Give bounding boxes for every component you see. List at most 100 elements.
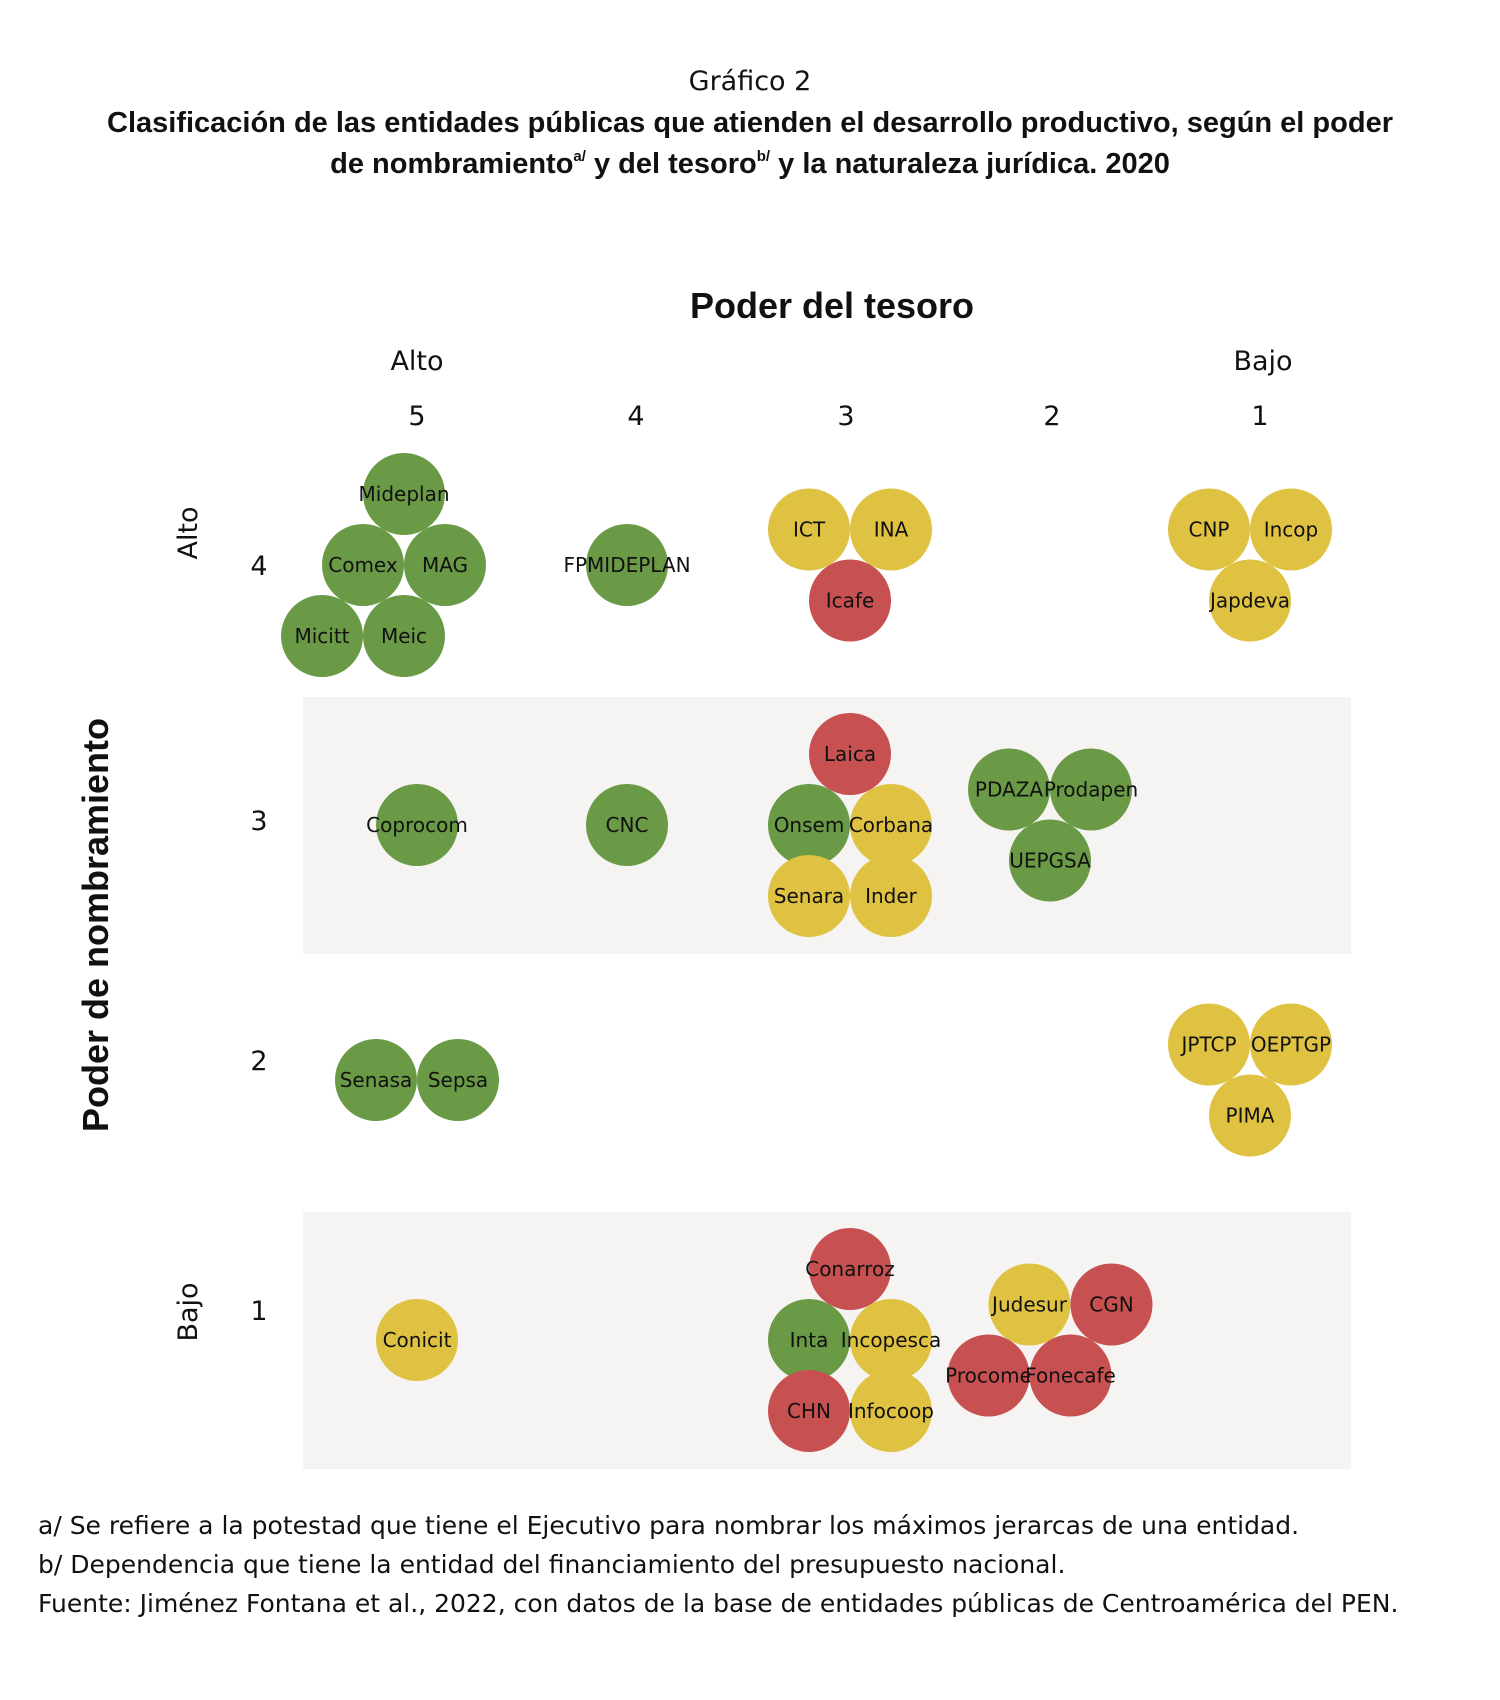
bubble-circle	[417, 1039, 499, 1121]
bubble-circle	[335, 1039, 417, 1121]
bubble-circle	[850, 1299, 932, 1381]
bubble-label: Japdeva	[1208, 589, 1290, 613]
bubble-circle	[1070, 1263, 1153, 1346]
bubble-label: JPTCP	[1179, 1032, 1236, 1056]
bubble-label: MAG	[422, 553, 468, 577]
y-tick-label: 3	[250, 806, 267, 837]
y-axis-low-label: Bajo	[173, 1282, 204, 1341]
bubble-circle	[363, 452, 445, 535]
bubble-jptcp: JPTCP	[1168, 1003, 1250, 1086]
bubble-conarroz: Conarroz	[805, 1227, 895, 1310]
y-axis-high-label: Alto	[173, 506, 204, 559]
bubble-circle	[768, 1299, 850, 1381]
bubble-label: Senara	[774, 884, 844, 908]
bubble-label: Conicit	[383, 1328, 452, 1352]
bubble-circle	[1168, 1003, 1250, 1086]
bubble-label: Icafe	[826, 589, 875, 613]
bubble-circle	[768, 784, 850, 866]
source-note: Fuente: Jiménez Fontana et al., 2022, co…	[38, 1589, 1399, 1618]
chart-title-prefix: Gráfico 2	[689, 66, 812, 97]
bubble-label: Judesur	[990, 1292, 1068, 1316]
bubble-pima: PIMA	[1209, 1074, 1291, 1157]
bubble-label: ICT	[793, 517, 826, 541]
bubble-fonecafe: Fonecafe	[1025, 1334, 1116, 1417]
bubble-circle	[850, 488, 932, 571]
bubble-circle	[1209, 1074, 1291, 1157]
chart-notes: a/ Se refiere a la potestad que tiene el…	[38, 1506, 1478, 1623]
bubble-circle	[850, 784, 932, 866]
bubble-circle	[376, 784, 458, 866]
bubble-label: Meic	[381, 624, 427, 648]
bubble-label: Sepsa	[428, 1068, 488, 1092]
chart-title-sup-b: b/	[757, 148, 771, 165]
bubble-label: Onsem	[774, 813, 845, 837]
bubble-circle	[322, 524, 404, 606]
x-axis-ticks: 5 4 3 2 1	[408, 401, 1268, 432]
y-tick-label: 2	[250, 1046, 267, 1077]
bubble-incopesca: Incopesca	[841, 1299, 941, 1381]
x-tick-label: 2	[1043, 401, 1060, 432]
bubble-laica: Laica	[809, 712, 891, 795]
bubble-cgn: CGN	[1070, 1263, 1153, 1346]
x-tick-label: 1	[1251, 401, 1268, 432]
bubble-layer: Mideplan Comex MAG Micitt Meic FPMIDEPLAN ICT I…	[281, 452, 1332, 1453]
bubble-coprocom: Coprocom	[366, 784, 468, 866]
bubble-label: Conarroz	[805, 1257, 895, 1281]
bubble-conicit: Conicit	[376, 1299, 458, 1381]
chart-title-line2-b: y del tesoro	[586, 148, 757, 180]
bubble-icafe: Icafe	[809, 559, 891, 642]
bubble-fpmideplan: FPMIDEPLAN	[563, 524, 691, 606]
chart: Gráfico 2 Clasificación de las entidades…	[75, 66, 1393, 1469]
bubble-label: CNC	[606, 813, 649, 837]
bubble-label: Fonecafe	[1025, 1364, 1116, 1388]
bubble-label: OEPTGP	[1251, 1032, 1331, 1056]
bubble-judesur: Judesur	[988, 1263, 1071, 1346]
bubble-label: Mideplan	[359, 482, 450, 506]
bubble-label: Comex	[328, 553, 398, 577]
bubble-circle	[988, 1263, 1071, 1346]
y-axis-title: Poder de nombramiento	[75, 718, 116, 1132]
bubble-circle	[968, 748, 1050, 831]
bubble-circle	[1050, 748, 1132, 831]
bubble-label: Corbana	[849, 813, 933, 837]
bubble-label: INA	[874, 517, 909, 541]
bubble-senara: Senara	[768, 855, 850, 938]
bubble-micitt: Micitt	[281, 595, 363, 678]
bubble-label: PDAZA	[975, 777, 1043, 801]
bubble-cnp: CNP	[1168, 488, 1250, 571]
bubble-senasa: Senasa	[335, 1039, 417, 1121]
bubble-label: CGN	[1089, 1292, 1133, 1316]
bubble-japdeva: Japdeva	[1208, 559, 1291, 642]
bubble-circle	[404, 524, 486, 606]
bubble-ict: ICT	[768, 488, 850, 571]
x-axis-title: Poder del tesoro	[690, 285, 974, 326]
bubble-label: FPMIDEPLAN	[563, 553, 690, 577]
bubble-circle	[1209, 559, 1291, 642]
bubble-comex: Comex	[322, 524, 404, 606]
bubble-uepgsa: UEPGSA	[1009, 819, 1091, 902]
bubble-infocoop: Infocoop	[848, 1370, 934, 1453]
bubble-label: Senasa	[340, 1068, 413, 1092]
bubble-prodapen: Prodapen	[1044, 748, 1138, 831]
bubble-sepsa: Sepsa	[417, 1039, 499, 1121]
bubble-circle	[768, 488, 850, 571]
bubble-onsem: Onsem	[768, 784, 850, 866]
bubble-label: Laica	[824, 742, 876, 766]
x-tick-label: 4	[627, 401, 644, 432]
bubble-circle	[850, 855, 932, 938]
bubble-circle	[768, 855, 850, 938]
bubble-chn: CHN	[768, 1370, 850, 1453]
bubble-circle	[586, 524, 668, 606]
bubble-circle	[1250, 1003, 1332, 1086]
bubble-label: CHN	[787, 1399, 831, 1423]
bubble-label: Inta	[790, 1328, 829, 1352]
bubble-incop: Incop	[1250, 488, 1332, 571]
bubble-mag: MAG	[404, 524, 486, 606]
chart-title-line1: Clasificación de las entidades públicas …	[107, 107, 1393, 139]
bubble-circle	[586, 784, 668, 866]
chart-title-sup-a: a/	[573, 148, 586, 165]
bubble-label: Procome	[945, 1364, 1032, 1388]
bubble-oeptgp: OEPTGP	[1250, 1003, 1332, 1086]
x-tick-label: 5	[408, 401, 425, 432]
bubble-label: UEPGSA	[1009, 849, 1091, 873]
